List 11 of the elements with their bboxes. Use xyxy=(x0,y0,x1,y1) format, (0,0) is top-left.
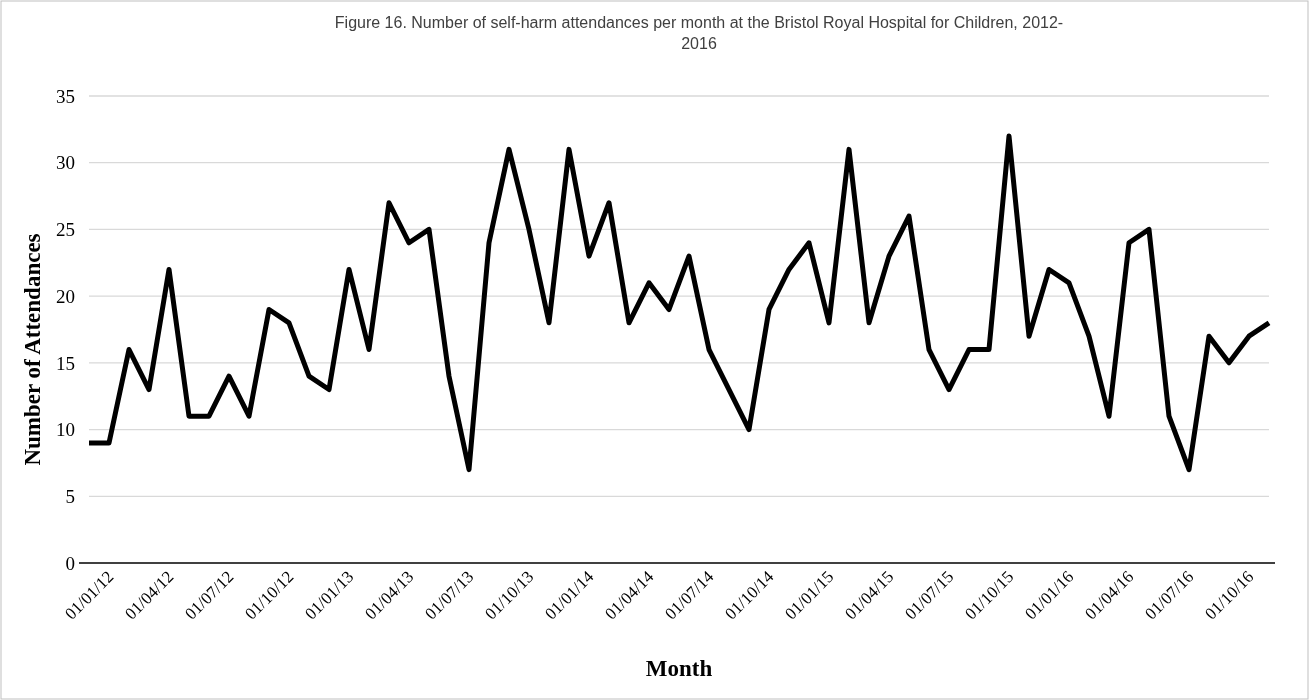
y-tick-label: 15 xyxy=(56,352,75,374)
y-tick-label: 30 xyxy=(56,152,75,174)
y-tick-label: 35 xyxy=(56,85,75,107)
y-axis-title: Number of Attendances xyxy=(20,233,45,466)
y-tick-label: 25 xyxy=(56,219,75,241)
y-tick-label: 20 xyxy=(56,285,75,307)
chart-title: Figure 16. Number of self-harm attendances per month at the Bristol Royal Hospital for Children, 2012-2016 xyxy=(334,14,1064,52)
y-tick-label: 5 xyxy=(65,485,75,507)
y-tick-label: 10 xyxy=(56,419,75,441)
x-axis-title: Month xyxy=(645,656,713,681)
y-tick-label: 0 xyxy=(65,552,75,574)
